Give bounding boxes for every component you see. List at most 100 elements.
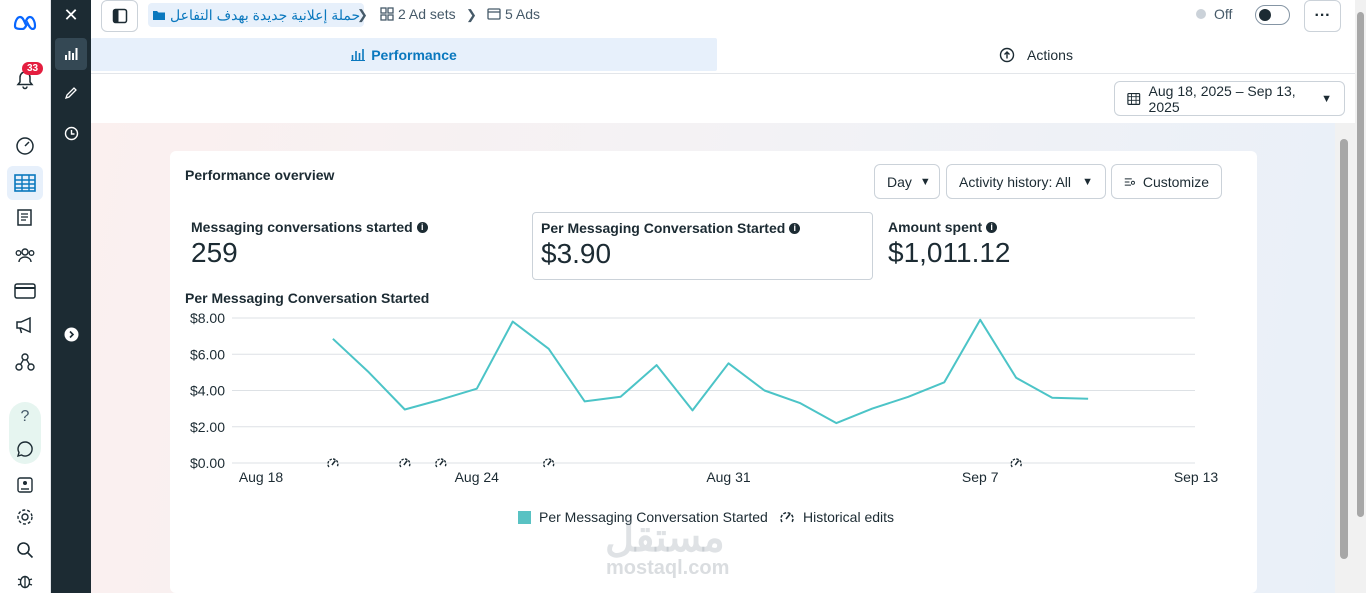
breadcrumb-campaign[interactable]: حملة إعلانية جديدة بهدف التفاعل bbox=[148, 3, 365, 27]
y-tick-label: $8.00 bbox=[190, 311, 225, 326]
window-scrollbar[interactable] bbox=[1355, 0, 1366, 593]
line-chart: $0.00 $2.00 $4.00 $6.00 $8.00 Aug 18 Aug 24 Aug… bbox=[190, 311, 1219, 485]
calendar-icon bbox=[1127, 92, 1141, 105]
close-icon[interactable]: ✕ bbox=[63, 4, 79, 25]
metric-value: $1,011.12 bbox=[888, 237, 1011, 268]
x-tick-label: Aug 24 bbox=[455, 469, 500, 485]
historical-edit-marker[interactable] bbox=[542, 457, 555, 469]
activity-history-dropdown[interactable]: Activity history: All ▼ bbox=[946, 164, 1106, 199]
toggle-knob bbox=[1259, 9, 1271, 21]
account-card-icon[interactable] bbox=[13, 473, 37, 497]
legend-series-label: Per Messaging Conversation Started bbox=[539, 509, 768, 525]
meta-logo-icon[interactable] bbox=[13, 10, 37, 34]
info-icon[interactable]: i bbox=[986, 221, 998, 233]
folder-icon bbox=[153, 11, 165, 20]
campaign-toggle[interactable] bbox=[1255, 5, 1290, 25]
breadcrumb-adsets-label: 2 Ad sets bbox=[398, 6, 456, 22]
history-clock-icon[interactable] bbox=[59, 121, 83, 145]
global-nav: 33 ? bbox=[0, 0, 51, 593]
audience-icon[interactable] bbox=[13, 243, 37, 267]
pages-icon[interactable] bbox=[13, 205, 37, 229]
billing-card-icon[interactable] bbox=[13, 279, 37, 303]
breadcrumb-adsets[interactable]: 2 Ad sets bbox=[380, 6, 456, 22]
top-bar: حملة إعلانية جديدة بهدف التفاعل ❯ 2 Ad s… bbox=[91, 0, 1355, 36]
table-icon[interactable] bbox=[13, 171, 37, 195]
date-range-picker[interactable]: Aug 18, 2025 – Sep 13, 2025 ▼ bbox=[1114, 81, 1345, 116]
caret-down-icon: ▼ bbox=[1082, 175, 1093, 188]
editor-rail: ✕ bbox=[51, 0, 91, 593]
ellipsis-icon: ··· bbox=[1314, 7, 1331, 24]
rail-selected-highlight bbox=[55, 38, 87, 70]
chevron-right-icon: ❯ bbox=[357, 7, 368, 22]
y-tick-label: $2.00 bbox=[190, 419, 225, 435]
chevron-right-icon: ❯ bbox=[466, 7, 477, 22]
performance-overview-card: Performance overview Day ▼ Activity hist… bbox=[170, 151, 1257, 593]
x-tick-label: Aug 31 bbox=[706, 469, 751, 485]
settings-gear-icon[interactable] bbox=[13, 505, 37, 529]
selected-nav-highlight bbox=[7, 166, 43, 200]
bug-report-icon[interactable] bbox=[13, 569, 37, 593]
metric-cost-per-conversation[interactable]: Per Messaging Conversation Started i $3.9… bbox=[532, 212, 873, 280]
y-tick-label: $0.00 bbox=[190, 455, 225, 471]
y-tick-label: $6.00 bbox=[190, 346, 225, 362]
status-dot bbox=[1196, 9, 1206, 19]
caret-down-icon: ▼ bbox=[919, 175, 931, 188]
metric-label: Per Messaging Conversation Started bbox=[541, 220, 786, 236]
scroll-thumb[interactable] bbox=[1340, 139, 1348, 559]
watermark-arabic: مستقل bbox=[605, 516, 725, 560]
activity-history-label: Activity history: All bbox=[959, 173, 1072, 190]
megaphone-icon[interactable] bbox=[13, 313, 37, 337]
metric-conversations[interactable]: Messaging conversations started i 259 bbox=[191, 219, 428, 269]
search-icon[interactable] bbox=[13, 538, 37, 562]
window-scroll-thumb[interactable] bbox=[1357, 12, 1364, 517]
gauge-icon[interactable] bbox=[13, 134, 37, 158]
pencil-icon[interactable] bbox=[59, 81, 83, 105]
metric-amount-spent[interactable]: Amount spent i $1,011.12 bbox=[888, 219, 1011, 269]
day-dropdown[interactable]: Day ▼ bbox=[874, 164, 940, 199]
metric-label: Messaging conversations started bbox=[191, 219, 413, 235]
historical-edit-marker[interactable] bbox=[398, 457, 411, 469]
x-tick-label: Aug 18 bbox=[239, 469, 284, 485]
info-icon[interactable]: i bbox=[789, 222, 801, 234]
tab-performance[interactable]: Performance bbox=[91, 38, 717, 71]
historical-edit-marker[interactable] bbox=[434, 457, 447, 469]
upload-circle-icon bbox=[999, 47, 1015, 62]
watermark-latin: mostaql.com bbox=[606, 557, 730, 579]
tab-actions[interactable]: Actions bbox=[717, 38, 1355, 71]
legend-edits-label: Historical edits bbox=[803, 509, 895, 525]
x-tick-label: Sep 7 bbox=[962, 469, 999, 485]
customize-button[interactable]: Customize bbox=[1111, 164, 1222, 199]
breadcrumb-campaign-label: حملة إعلانية جديدة بهدف التفاعل bbox=[170, 6, 361, 23]
content-scrollbar[interactable] bbox=[1335, 123, 1355, 593]
historical-edit-marker[interactable] bbox=[326, 457, 339, 469]
sidebar-panel-icon bbox=[112, 8, 127, 24]
expand-chevron-icon[interactable] bbox=[59, 322, 83, 346]
status-indicator: Off bbox=[1196, 6, 1232, 22]
sliders-icon bbox=[1124, 177, 1135, 186]
historical-edit-marker[interactable] bbox=[1010, 457, 1023, 469]
notification-badge: 33 bbox=[22, 62, 44, 75]
toggle-sidebar-button[interactable] bbox=[101, 0, 138, 32]
events-manager-icon[interactable] bbox=[13, 350, 37, 374]
help-group bbox=[9, 402, 41, 464]
legend-historical-edits[interactable]: Historical edits bbox=[779, 509, 894, 525]
chart-title: Per Messaging Conversation Started bbox=[185, 290, 430, 306]
y-tick-label: $4.00 bbox=[190, 383, 225, 399]
caret-down-icon: ▼ bbox=[1321, 92, 1332, 105]
info-icon[interactable]: i bbox=[416, 221, 428, 233]
breadcrumb-ads[interactable]: 5 Ads bbox=[487, 6, 540, 22]
ad-icon bbox=[487, 8, 501, 20]
more-options-button[interactable]: ··· bbox=[1304, 0, 1341, 32]
customize-label: Customize bbox=[1142, 173, 1209, 190]
date-row: Aug 18, 2025 – Sep 13, 2025 ▼ bbox=[91, 75, 1355, 123]
chat-icon[interactable] bbox=[13, 437, 37, 461]
status-label: Off bbox=[1214, 6, 1233, 22]
performance-chart-icon[interactable] bbox=[59, 42, 83, 66]
bar-chart-icon bbox=[351, 49, 366, 61]
legend-series[interactable]: Per Messaging Conversation Started bbox=[518, 509, 768, 525]
breadcrumb-ads-label: 5 Ads bbox=[505, 6, 541, 22]
x-tick-label: Sep 13 bbox=[1174, 469, 1219, 485]
metric-value: $3.90 bbox=[541, 238, 612, 269]
help-icon[interactable]: ? bbox=[20, 408, 30, 425]
card-title: Performance overview bbox=[185, 167, 335, 183]
